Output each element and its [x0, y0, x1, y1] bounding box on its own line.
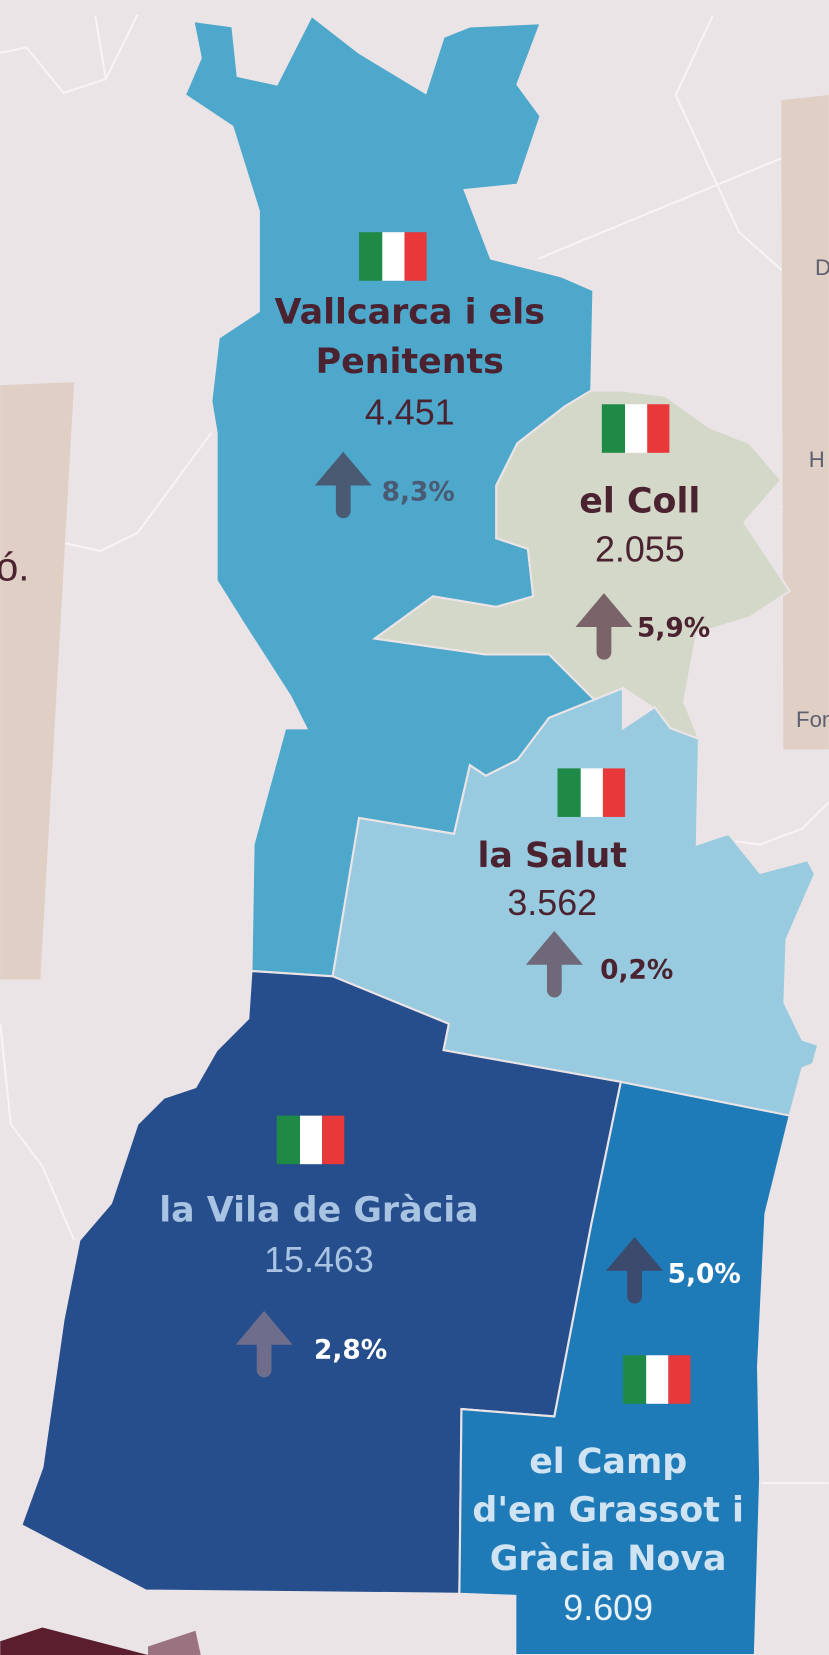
- corner-shape: [0, 1627, 148, 1655]
- district-area: [20, 969, 623, 1595]
- flag-white: [299, 1115, 323, 1165]
- flag-red: [404, 232, 427, 281]
- district-label: la Salut 3.562 0,2%: [477, 768, 673, 998]
- streets: [0, 14, 829, 1485]
- district-name: el Coll: [579, 481, 700, 521]
- flag-white: [625, 404, 648, 453]
- population: 9.609: [563, 1588, 653, 1628]
- arrow-up: [575, 593, 633, 660]
- change: 2,8%: [314, 1336, 387, 1366]
- flag-green: [276, 1115, 300, 1165]
- flag-green: [601, 404, 626, 453]
- flag-red: [602, 768, 626, 817]
- edge-label: Fon: [796, 707, 829, 732]
- district-name: el Camp: [529, 1442, 687, 1482]
- district-area: [331, 686, 820, 1117]
- arrow-up: [525, 930, 583, 998]
- district-label: la Vila de Gràcia 15.463 2,8%: [159, 1115, 479, 1378]
- side-panel: [0, 382, 75, 980]
- district-label: el Coll 2.055 5,9%: [575, 404, 710, 660]
- change: 5,9%: [637, 614, 710, 644]
- flag-green: [622, 1355, 647, 1404]
- district-name: Penitents: [316, 342, 504, 382]
- flag-white: [580, 768, 603, 817]
- edge-label: H: [809, 447, 825, 472]
- edge-label: D: [815, 255, 829, 280]
- edge-label: ó.: [0, 546, 29, 590]
- population: 4.451: [365, 392, 455, 432]
- population: 2.055: [595, 530, 685, 570]
- arrow-up: [314, 451, 372, 519]
- arrow-up: [606, 1237, 664, 1304]
- district-name: Vallcarca i els: [275, 292, 545, 332]
- flag-red: [668, 1355, 691, 1404]
- change: 8,3%: [382, 477, 455, 507]
- population: 15.463: [264, 1240, 374, 1280]
- change: 0,2%: [600, 956, 673, 986]
- district-name: d'en Grassot i: [472, 1490, 744, 1530]
- population: 3.562: [507, 883, 597, 923]
- corner-shape: [147, 1630, 201, 1655]
- flag-red: [647, 404, 670, 453]
- district-name: Gràcia Nova: [490, 1539, 727, 1579]
- flag-green: [557, 768, 581, 817]
- district-label: el Camp d'en Grassot i Gràcia Nova 9.609 5,0…: [472, 1237, 744, 1628]
- change: 5,0%: [668, 1260, 741, 1290]
- flag-green: [359, 232, 383, 281]
- flag-red: [322, 1115, 345, 1165]
- flag-white: [646, 1355, 669, 1404]
- district-name: la Vila de Gràcia: [159, 1191, 478, 1231]
- side-panel: [781, 94, 829, 750]
- arrow-up: [235, 1310, 293, 1378]
- flag-white: [382, 232, 405, 281]
- district-label: Vallcarca i els Penitents 4.451 8,3%: [275, 232, 545, 519]
- district-name: la Salut: [477, 836, 627, 876]
